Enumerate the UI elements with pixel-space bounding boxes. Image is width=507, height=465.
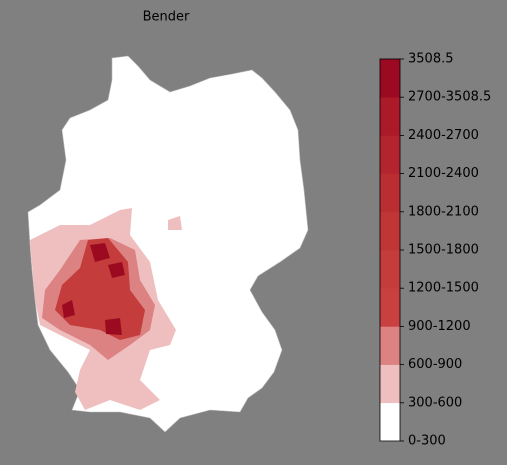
map-title: Bender bbox=[143, 10, 190, 25]
colorbar-band bbox=[380, 326, 400, 365]
colorbar-label: 0-300 bbox=[408, 434, 446, 449]
colorbar-label: 900-1200 bbox=[408, 319, 471, 334]
colorbar-label: 2700-3508.5 bbox=[408, 90, 491, 105]
germany-map bbox=[27, 55, 309, 433]
colorbar-label: 1200-1500 bbox=[408, 281, 479, 296]
colorbar-label: 2100-2400 bbox=[408, 166, 479, 181]
colorbar-label: 3508.5 bbox=[408, 52, 454, 67]
colorbar-label: 600-900 bbox=[408, 357, 462, 372]
colorbar-band bbox=[380, 288, 400, 327]
colorbar-label: 300-600 bbox=[408, 395, 462, 410]
colorbar-band bbox=[380, 59, 400, 98]
region-dark bbox=[55, 238, 145, 340]
colorbar-label: 1800-2100 bbox=[408, 204, 479, 219]
region-darkest bbox=[62, 243, 125, 335]
colorbar-band bbox=[380, 97, 400, 136]
colorbar-label: 1500-1800 bbox=[408, 243, 479, 258]
colorbar: 0-300 300-600 600-900 900-1200 1200-1500 1500… bbox=[379, 52, 491, 449]
colorbar-band bbox=[380, 402, 400, 442]
colorbar-band bbox=[380, 211, 400, 251]
region-light-east bbox=[168, 216, 182, 230]
colorbar-band bbox=[380, 135, 400, 174]
colorbar-band bbox=[380, 364, 400, 404]
colorbar-band bbox=[380, 250, 400, 289]
colorbar-label: 2400-2700 bbox=[408, 128, 479, 143]
colorbar-band bbox=[380, 173, 400, 213]
